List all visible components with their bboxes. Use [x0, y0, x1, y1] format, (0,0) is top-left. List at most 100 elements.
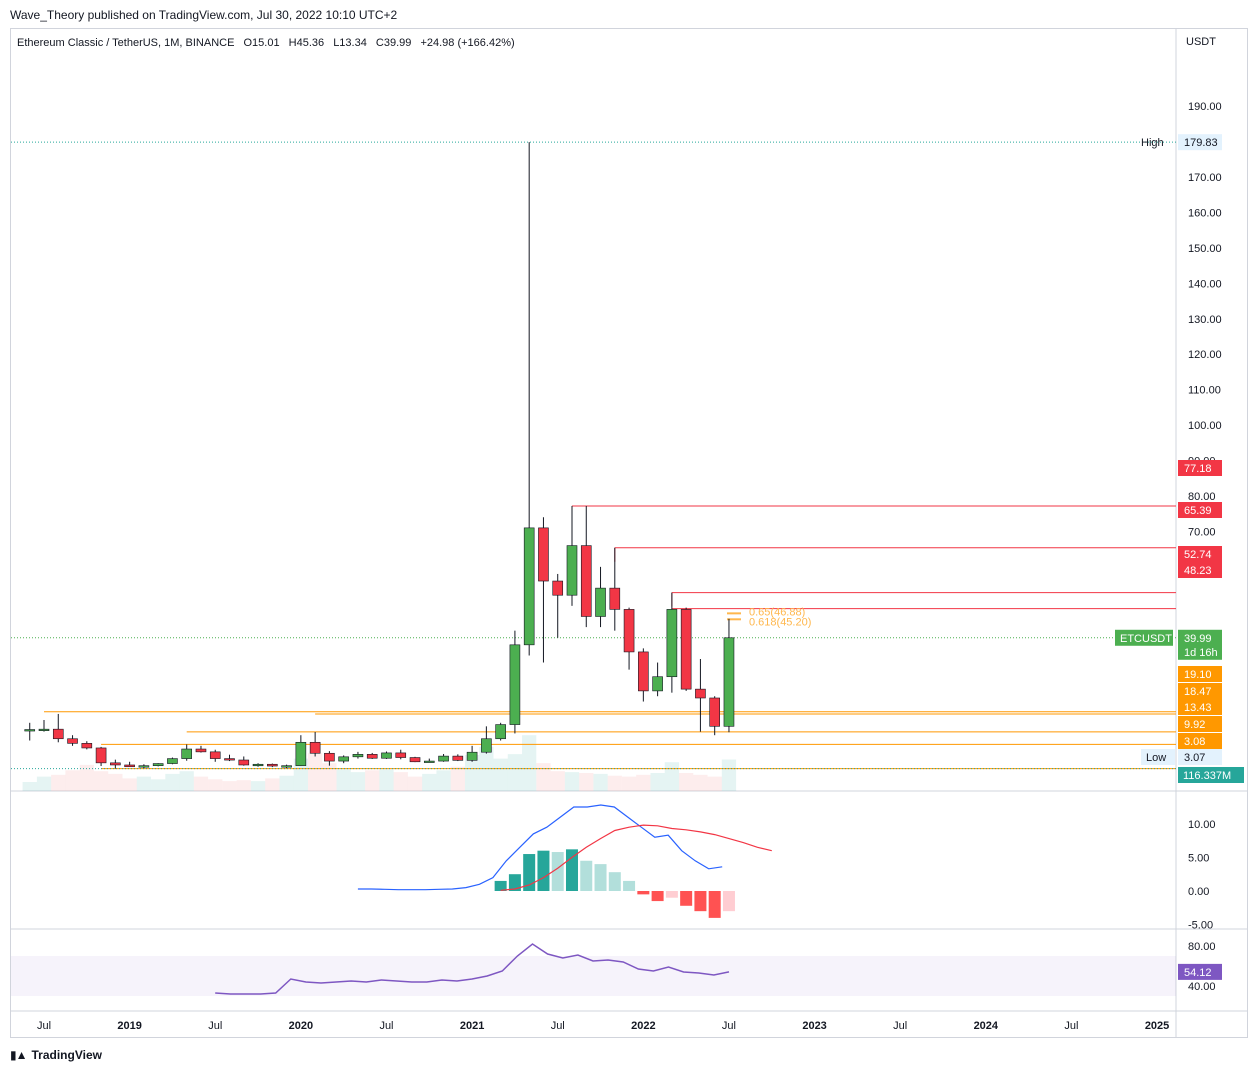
volume-layer — [22, 735, 737, 791]
level-tag-2-bg — [1178, 546, 1222, 562]
candle-body-17 — [267, 763, 278, 767]
candle-body-11 — [181, 748, 192, 759]
time-tick-6: Jul — [551, 1020, 565, 1032]
candle-body-10 — [167, 758, 178, 764]
macd-tick-1: 5.00 — [1188, 852, 1209, 864]
candle-body-0 — [24, 729, 36, 732]
macd-hist-1 — [508, 874, 521, 891]
volume-bar-20 — [307, 753, 323, 791]
candle-body-22 — [338, 756, 349, 762]
macd-hist-9 — [623, 880, 636, 891]
volume-bar-34 — [507, 754, 523, 791]
ohlc-change: +24.98 (+166.42%) — [420, 37, 514, 49]
rsi-pane: 80.00 40.00 54.12 — [11, 941, 1222, 996]
volume-bar-18 — [279, 775, 294, 791]
volume-bar-29 — [436, 770, 451, 791]
volume-bar-12 — [193, 776, 209, 791]
price-tick-11: 80.00 — [1188, 491, 1216, 503]
macd-hist-12 — [665, 891, 678, 898]
candle-body-46 — [680, 609, 692, 690]
level-tag-0-bg — [1178, 460, 1222, 476]
volume-bar-10 — [165, 773, 180, 791]
volume-bar-7 — [122, 778, 137, 791]
chart-svg[interactable]: 0.65(46.88)0.618(45.20) 10.00 5.00 0.00 -5.… — [11, 29, 1247, 1037]
price-tick-8: 110.00 — [1188, 385, 1221, 397]
level-tag-4-bg — [1178, 666, 1222, 682]
volume-bar-46 — [679, 773, 694, 791]
candle-body-19 — [295, 741, 307, 766]
chart-frame: 0.65(46.88) 0.618(45.20) 10.00 5.00 0.00 -5.… — [10, 28, 1248, 1038]
volume-bar-43 — [636, 774, 651, 791]
volume-bar-37 — [550, 771, 565, 791]
candle-body-16 — [252, 763, 264, 767]
candle-body-49 — [723, 637, 735, 727]
candle-body-24 — [366, 754, 378, 759]
level-tag-3-bg — [1178, 562, 1222, 578]
volume-bar-2 — [51, 774, 66, 791]
price-tick-0: 190.00 — [1188, 101, 1222, 113]
symbol-title: Ethereum Classic / TetherUS, 1M, BINANCE — [17, 37, 234, 49]
volume-bar-42 — [621, 776, 637, 791]
level-tag-4: 19.10 — [1184, 669, 1212, 681]
level-tag-1: 65.39 — [1184, 505, 1212, 517]
macd-pane: 10.00 5.00 0.00 -5.00 — [357, 804, 1216, 932]
rsi-tag-bg — [1178, 963, 1222, 980]
candle-body-45 — [666, 609, 678, 678]
volume-bar-22 — [336, 769, 351, 791]
volume-bar-30 — [450, 766, 465, 791]
time-axis[interactable]: Jul 2019 Jul 2020 Jul 2021 Jul 2022 Jul 2023 Jul 20… — [37, 1020, 1169, 1032]
volume-bar-45 — [664, 762, 680, 791]
candle-body-48 — [709, 697, 720, 727]
brand-name: TradingView — [31, 1048, 102, 1062]
volume-bar-47 — [693, 774, 708, 791]
countdown: 1d 16h — [1184, 647, 1218, 659]
level-tag-5-bg — [1178, 683, 1222, 699]
price-tick-3: 160.00 — [1188, 207, 1222, 219]
candle-body-15 — [238, 759, 250, 766]
candle-body-32 — [481, 738, 492, 753]
price-tick-2: 170.00 — [1188, 172, 1222, 184]
volume-bar-38 — [564, 772, 580, 791]
footer-brand[interactable]: ▮▲ TradingView — [10, 1048, 102, 1062]
price-tick-7: 120.00 — [1188, 349, 1222, 361]
price-tick-4: 150.00 — [1188, 243, 1222, 255]
candle-body-37 — [552, 580, 564, 596]
candle-body-2 — [52, 728, 64, 740]
last-price-tag-bg — [1178, 629, 1222, 660]
price-tick-6: 130.00 — [1188, 314, 1222, 326]
rsi-tick-0: 80.00 — [1188, 941, 1216, 953]
macd-hist-7 — [594, 864, 607, 891]
volume-bar-36 — [536, 763, 551, 791]
ohlc-low: L13.34 — [333, 37, 367, 49]
level-tag-0: 77.18 — [1184, 463, 1212, 475]
candle-body-41 — [609, 587, 621, 610]
tradingview-logo-icon: ▮▲ — [10, 1048, 28, 1062]
price-tags: 77.18 65.39 52.74 48.23 19.10 18.47 13.43 9.92 3… — [1115, 134, 1244, 783]
level-tag-7: 9.92 — [1184, 719, 1205, 731]
level-tag-2: 52.74 — [1184, 549, 1212, 561]
volume-bar-24 — [365, 770, 380, 791]
candle-body-6 — [110, 762, 121, 766]
volume-bar-26 — [393, 772, 408, 791]
time-tick-1: 2019 — [117, 1020, 141, 1032]
volume-bar-25 — [379, 769, 394, 791]
level-tag-8-bg — [1178, 733, 1222, 749]
candle-body-36 — [538, 527, 549, 582]
candle-body-28 — [423, 760, 435, 763]
volume-bar-16 — [250, 781, 266, 791]
candle-body-30 — [452, 755, 464, 761]
candle-body-7 — [124, 764, 135, 768]
rsi-last-value: 54.12 — [1184, 967, 1212, 979]
candle-body-29 — [438, 755, 449, 762]
macd-hist-8 — [608, 872, 621, 891]
candle-body-8 — [138, 765, 150, 768]
candle-body-23 — [352, 754, 364, 758]
candle-body-25 — [381, 752, 392, 759]
macd-hist-15 — [708, 891, 721, 918]
rsi-line — [215, 943, 730, 995]
high-value-tag: 179.83 — [1184, 137, 1218, 149]
macd-hist-4 — [551, 852, 564, 891]
candle-body-43 — [638, 651, 649, 692]
symbol-tag-bg — [1115, 629, 1173, 646]
volume-bar-49 — [721, 759, 737, 791]
